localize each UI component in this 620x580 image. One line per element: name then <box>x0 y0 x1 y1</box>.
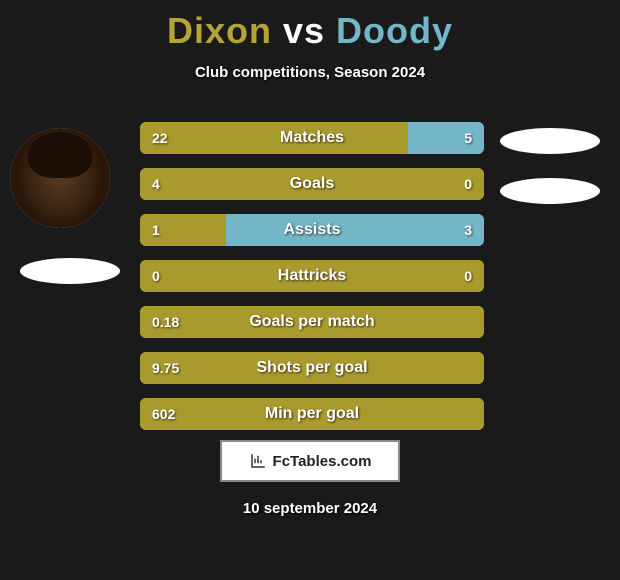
stat-value-left: 9.75 <box>152 360 179 376</box>
stat-row-matches: 22 5 Matches <box>140 122 484 154</box>
player1-avatar <box>10 128 110 228</box>
stats-bars: 22 5 Matches 4 0 Goals 1 3 Assists 0 0 Hattricks 0.1… <box>140 122 484 444</box>
player2-pill-1 <box>500 128 600 154</box>
stat-value-right: 5 <box>464 130 472 146</box>
stat-value-left: 0.18 <box>152 314 179 330</box>
stat-seg-left <box>140 122 408 154</box>
stat-row-hattricks: 0 0 Hattricks <box>140 260 484 292</box>
brand-box[interactable]: FcTables.com <box>220 440 400 482</box>
subtitle: Club competitions, Season 2024 <box>0 64 620 81</box>
stat-row-shots-per-goal: 9.75 Shots per goal <box>140 352 484 384</box>
stat-value-right: 0 <box>464 268 472 284</box>
brand-text: FcTables.com <box>273 453 372 470</box>
stat-label: Goals per match <box>249 313 374 331</box>
stat-row-goals: 4 0 Goals <box>140 168 484 200</box>
stat-label: Matches <box>280 129 344 147</box>
page-title: Dixon vs Doody <box>0 0 620 52</box>
chart-icon <box>249 452 267 470</box>
stat-value-right: 0 <box>464 176 472 192</box>
stat-value-left: 602 <box>152 406 175 422</box>
player1-name-pill <box>20 258 120 284</box>
stat-row-goals-per-match: 0.18 Goals per match <box>140 306 484 338</box>
stat-label: Min per goal <box>265 405 359 423</box>
stat-value-left: 1 <box>152 222 160 238</box>
stat-label: Goals <box>290 175 334 193</box>
stat-seg-right <box>408 122 484 154</box>
stat-seg-right <box>226 214 484 246</box>
stat-value-left: 4 <box>152 176 160 192</box>
title-vs: vs <box>283 10 325 51</box>
date-text: 10 september 2024 <box>243 500 377 517</box>
stat-label: Assists <box>284 221 341 239</box>
stat-row-min-per-goal: 602 Min per goal <box>140 398 484 430</box>
stat-row-assists: 1 3 Assists <box>140 214 484 246</box>
title-player2: Doody <box>336 10 453 51</box>
stat-label: Hattricks <box>278 267 346 285</box>
comparison-card: Dixon vs Doody Club competitions, Season… <box>0 0 620 580</box>
stat-label: Shots per goal <box>256 359 367 377</box>
stat-value-left: 22 <box>152 130 168 146</box>
title-player1: Dixon <box>167 10 272 51</box>
stat-value-left: 0 <box>152 268 160 284</box>
player2-pill-2 <box>500 178 600 204</box>
stat-value-right: 3 <box>464 222 472 238</box>
